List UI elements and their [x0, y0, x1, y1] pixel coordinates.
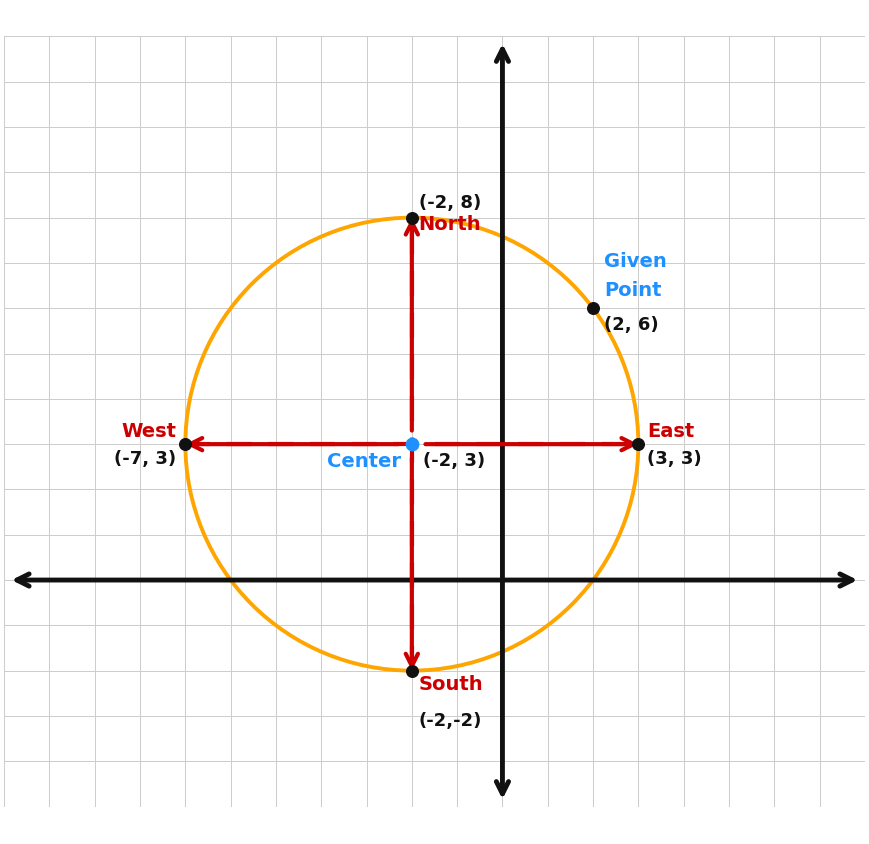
Text: (-2,-2): (-2,-2) — [419, 711, 482, 729]
Point — [405, 212, 419, 225]
Text: (-2, 8): (-2, 8) — [419, 193, 481, 212]
Point — [586, 302, 600, 316]
Text: West: West — [122, 421, 176, 440]
Text: North: North — [419, 214, 481, 234]
Text: (-7, 3): (-7, 3) — [114, 449, 176, 467]
Text: Center: Center — [327, 452, 401, 470]
Point — [405, 438, 419, 452]
Text: South: South — [419, 674, 483, 694]
Text: Point: Point — [604, 281, 662, 300]
Point — [178, 438, 192, 452]
Text: (-2, 3): (-2, 3) — [423, 452, 485, 469]
Point — [632, 438, 646, 452]
Text: East: East — [647, 421, 694, 440]
Text: Given: Given — [604, 252, 667, 270]
Text: (3, 3): (3, 3) — [647, 449, 702, 467]
Point — [405, 664, 419, 678]
Text: (2, 6): (2, 6) — [604, 316, 659, 333]
